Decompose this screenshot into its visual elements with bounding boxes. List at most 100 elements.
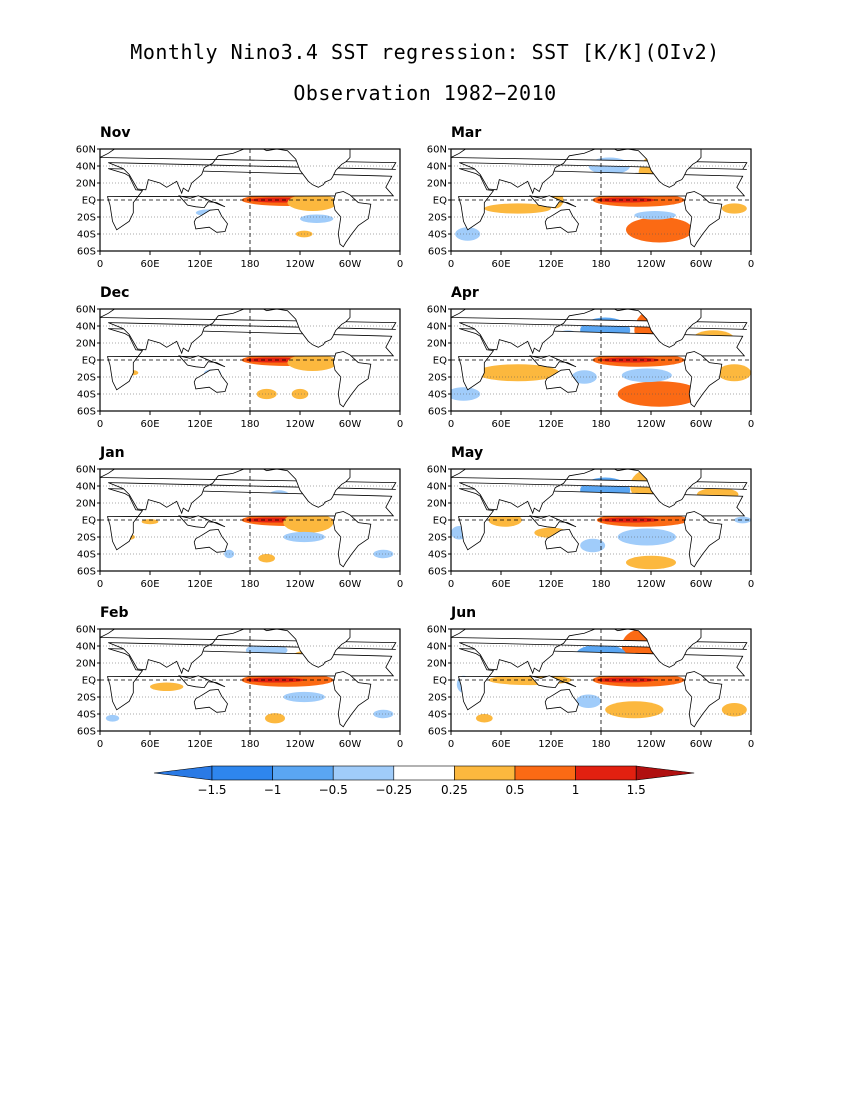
- lon-tick-label: 120W: [637, 259, 666, 270]
- anomaly-warm-weak: [626, 555, 676, 570]
- panel-month-label: Jun: [451, 605, 477, 621]
- lat-tick-label: EQ: [82, 676, 96, 687]
- lon-tick-label: 120W: [637, 579, 666, 590]
- land-europe-asia: [100, 149, 397, 195]
- map-area: 60N 40N 20N EQ 20S 40S 60S 0 60E 120E 180 120W 60W 0: [415, 465, 755, 596]
- lon-tick-label: 180: [240, 419, 259, 430]
- lon-tick-label: 60E: [140, 419, 159, 430]
- land-indonesia: [529, 675, 577, 689]
- anomaly-warm-weak: [717, 364, 751, 382]
- land-australia: [544, 688, 579, 713]
- lat-tick-label: 60N: [76, 305, 96, 316]
- map-panel-may: May 60N 40N 20N EQ 20S 40S 60S 0 60E 120E 180 120W 60…: [415, 445, 755, 603]
- lon-tick-label: 120E: [538, 419, 563, 430]
- lat-tick-label: 20S: [428, 373, 447, 384]
- lat-tick-label: 40S: [77, 230, 96, 241]
- map-panel-dec: Dec 60N 40N 20N EQ 20S 40S 60S 0 60E 120E 180 120W 60…: [64, 285, 404, 443]
- land-greenland-ice: [350, 309, 384, 310]
- anomaly-warm-mid: [617, 381, 701, 407]
- anomaly-cool-weak: [580, 538, 606, 553]
- anomaly-warm-weak: [605, 701, 664, 719]
- land-indonesia: [178, 355, 226, 369]
- lat-tick-label: EQ: [433, 676, 447, 687]
- lat-tick-label: EQ: [82, 196, 96, 207]
- lon-tick-label: 60E: [140, 739, 159, 750]
- lon-tick-label: 0: [397, 739, 403, 750]
- lat-tick-label: 40S: [77, 550, 96, 561]
- land-south-america: [332, 511, 372, 568]
- lat-tick-label: 40N: [76, 482, 96, 493]
- lon-tick-label: 60W: [690, 739, 713, 750]
- lon-tick-label: 60W: [339, 739, 362, 750]
- lon-tick-label: 0: [748, 579, 754, 590]
- map-content: [100, 629, 400, 731]
- lon-tick-label: 180: [591, 419, 610, 430]
- lat-tick-label: 20S: [428, 213, 447, 224]
- land-south-america: [683, 191, 723, 248]
- anomaly-warm-weak: [258, 554, 275, 563]
- land-australia: [193, 688, 228, 713]
- colorbar-segment: [393, 765, 455, 781]
- map-area: 60N 40N 20N EQ 20S 40S 60S 0 60E 120E 180 120W 60W 0: [64, 305, 404, 436]
- land-europe-asia: [451, 309, 748, 355]
- anomaly-warm-weak: [141, 519, 159, 525]
- anomaly-warm-weak: [283, 512, 334, 533]
- anomaly-cool-weak: [455, 227, 481, 241]
- lat-tick-label: 60S: [77, 407, 96, 418]
- lon-tick-label: 60E: [491, 739, 510, 750]
- anomaly-warm-strong: [596, 197, 656, 203]
- panel-month-label: Feb: [100, 605, 129, 621]
- land-greenland-ice: [350, 149, 384, 150]
- lat-tick-label: 20N: [427, 659, 447, 670]
- lat-tick-label: 60S: [428, 567, 447, 578]
- lat-tick-label: EQ: [82, 516, 96, 527]
- lat-tick-label: EQ: [433, 356, 447, 367]
- map-panel-jun: Jun 60N 40N 20N EQ 20S 40S 60S 0 60E 120E 180 120W 60…: [415, 605, 755, 763]
- lon-tick-label: 120E: [538, 739, 563, 750]
- land-north-america: [262, 149, 351, 188]
- lon-tick-label: 120W: [286, 579, 315, 590]
- lat-tick-label: 60N: [76, 465, 96, 476]
- lon-tick-label: 120E: [538, 259, 563, 270]
- land-north-america: [613, 469, 702, 508]
- lon-tick-label: 120E: [187, 419, 212, 430]
- land-europe-asia: [100, 469, 397, 515]
- lon-tick-label: 60W: [690, 419, 713, 430]
- lat-tick-label: 60N: [427, 145, 447, 156]
- lat-tick-label: EQ: [433, 516, 447, 527]
- panel-month-label: Nov: [100, 125, 131, 141]
- land-north-america: [613, 629, 702, 668]
- anomaly-warm-weak: [291, 388, 309, 400]
- lon-tick-label: 60E: [491, 579, 510, 590]
- lat-tick-label: 60S: [77, 247, 96, 258]
- lon-tick-label: 180: [591, 259, 610, 270]
- map-panel-mar: Mar 60N 40N 20N EQ 20S 40S 60S 0 60E 120E 180 120W 60…: [415, 125, 755, 283]
- anomaly-warm-weak: [476, 714, 493, 723]
- lon-tick-label: 120W: [286, 259, 315, 270]
- lat-tick-label: 40S: [428, 390, 447, 401]
- panel-month-label: May: [451, 445, 484, 461]
- land-australia: [193, 368, 228, 393]
- map-panel-apr: Apr 60N 40N 20N EQ 20S 40S 60S 0 60E 120E 180 120W 60…: [415, 285, 755, 443]
- lon-tick-label: 0: [397, 259, 403, 270]
- lat-tick-label: 60S: [428, 407, 447, 418]
- land-indonesia: [529, 355, 577, 369]
- anomaly-cool-weak: [571, 370, 597, 384]
- lon-tick-label: 0: [97, 739, 103, 750]
- land-europe-asia: [100, 309, 397, 355]
- colorbar-segment: [332, 765, 395, 781]
- land-north-america: [262, 469, 351, 508]
- lat-tick-label: 20N: [427, 179, 447, 190]
- lon-tick-label: 180: [240, 259, 259, 270]
- lon-tick-label: 0: [397, 579, 403, 590]
- land-indonesia: [178, 675, 226, 689]
- anomaly-cool-weak: [734, 516, 751, 524]
- colorbar-label: 0.5: [505, 783, 524, 797]
- lat-tick-label: 20N: [427, 499, 447, 510]
- map-area: 60N 40N 20N EQ 20S 40S 60S 0 60E 120E 180 120W 60W 0: [415, 145, 755, 276]
- anomaly-warm-weak: [150, 682, 184, 692]
- lon-tick-label: 180: [240, 739, 259, 750]
